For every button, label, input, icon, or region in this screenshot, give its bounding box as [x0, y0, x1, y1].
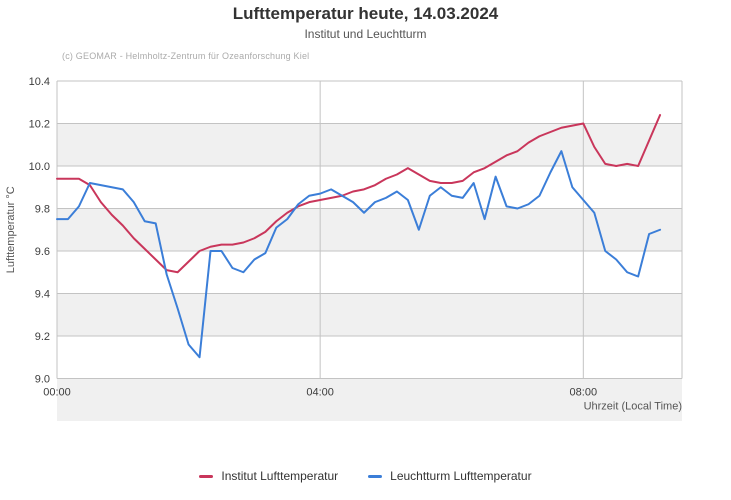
- legend-item-institut[interactable]: Institut Lufttemperatur: [199, 469, 338, 483]
- legend-label-leuchtturm: Leuchtturm Lufttemperatur: [390, 469, 532, 483]
- legend-marker-institut-icon: [199, 474, 214, 478]
- legend-item-leuchtturm[interactable]: Leuchtturm Lufttemperatur: [368, 469, 532, 483]
- series-line-leuchtturm[interactable]: [56, 150, 662, 359]
- alternate-grid-band: [57, 123, 682, 166]
- credits: (c) GEOMAR - Helmholtz-Zentrum für Ozean…: [62, 51, 310, 61]
- y-tick-label: 9.4: [35, 289, 50, 301]
- x-tick-label: 00:00: [43, 387, 71, 399]
- y-tick-label: 9.0: [35, 374, 50, 386]
- y-tick-label: 10.2: [29, 119, 50, 131]
- series-line-institut[interactable]: [56, 114, 662, 274]
- x-tick-label: 04:00: [306, 387, 334, 399]
- legend-label-institut: Institut Lufttemperatur: [221, 469, 339, 483]
- y-tick-label: 9.2: [35, 331, 50, 343]
- y-tick-label: 10.0: [29, 161, 50, 173]
- legend-marker-leuchtturm-icon: [368, 474, 383, 478]
- alternate-grid-band: [57, 378, 682, 421]
- y-axis-title: Lufttemperatur °C: [5, 186, 17, 273]
- y-tick-label: 10.4: [29, 76, 50, 88]
- x-tick-label: 08:00: [570, 387, 598, 399]
- chart-subtitle: Institut und Leuchtturm: [304, 27, 427, 41]
- alternate-grid-band: [57, 293, 682, 336]
- alternate-grid-band: [57, 208, 682, 251]
- y-tick-label: 9.8: [35, 204, 50, 216]
- y-tick-label: 9.6: [35, 246, 50, 258]
- legend: Institut Lufttemperatur Leuchtturm Luftt…: [0, 469, 731, 483]
- x-axis-title: Uhrzeit (Local Time): [584, 401, 682, 413]
- chart-title: Lufttemperatur heute, 14.03.2024: [232, 4, 499, 23]
